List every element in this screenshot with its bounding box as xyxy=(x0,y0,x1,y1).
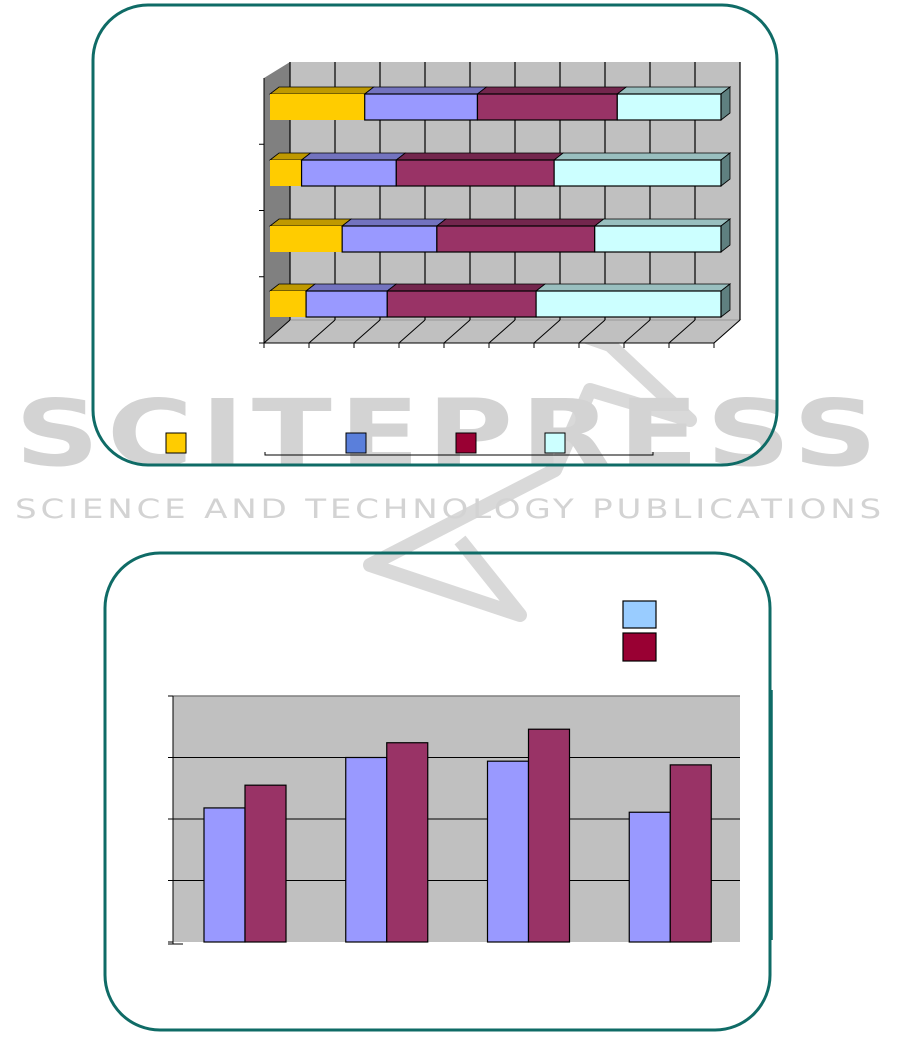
bar-top xyxy=(363,86,488,95)
bar-top xyxy=(476,86,628,95)
floor-gridline xyxy=(263,319,291,344)
bar xyxy=(203,807,246,943)
bar-segment xyxy=(553,159,722,187)
bar-segment xyxy=(305,290,388,318)
bar-top xyxy=(435,218,605,227)
stacked-bar-chart xyxy=(165,62,742,456)
bar-top xyxy=(268,86,375,95)
top-chart-frame xyxy=(91,3,779,467)
legend-line xyxy=(264,452,654,456)
watermark-text: SCITEPRESS xyxy=(15,380,885,487)
floor-gridline xyxy=(398,319,426,344)
floor-gridline xyxy=(578,319,606,344)
floor-gridline xyxy=(713,319,741,344)
bar-segment xyxy=(476,93,618,121)
watermark-tagline: SCIENCE AND TECHNOLOGY PUBLICATIONS xyxy=(15,494,885,525)
bar-segment xyxy=(300,159,397,187)
bar xyxy=(345,756,388,943)
bar xyxy=(527,728,571,943)
legend-swatch xyxy=(622,600,657,629)
legend-swatch xyxy=(345,432,367,454)
legend-swatch xyxy=(622,632,657,662)
bar-segment xyxy=(270,291,307,317)
floor-gridline xyxy=(488,319,516,344)
bar-segment xyxy=(270,160,302,186)
legend-swatch xyxy=(455,432,477,454)
bar-top xyxy=(534,283,732,292)
side-wall xyxy=(264,62,290,343)
bar-segment xyxy=(364,93,479,121)
legend-swatch xyxy=(165,432,187,454)
bar-segment xyxy=(594,225,722,253)
bar-top xyxy=(395,152,565,161)
bar-segment xyxy=(341,225,438,253)
watermark-logo: SCITEPRESS SCIENCE AND TECHNOLOGY PUBLIC… xyxy=(15,263,885,622)
floor-gridline xyxy=(353,319,381,344)
bar-top xyxy=(300,152,407,161)
bar-segment xyxy=(395,159,555,187)
bar-segment xyxy=(436,225,596,253)
bar-top xyxy=(268,218,353,227)
bar-top xyxy=(552,152,732,161)
bar-top xyxy=(593,218,732,227)
bar xyxy=(386,742,429,943)
floor-gridline xyxy=(533,319,561,344)
bar-top xyxy=(304,283,398,292)
bar-segment xyxy=(535,290,722,318)
bar-top xyxy=(340,218,448,227)
legend-swatch xyxy=(544,432,566,454)
bar-top xyxy=(616,86,732,95)
bar xyxy=(486,760,530,943)
floor-gridline xyxy=(623,319,651,344)
bottom-chart-frame xyxy=(103,551,772,1032)
bar xyxy=(244,784,287,943)
bar-segment xyxy=(270,94,365,120)
bar-top xyxy=(386,283,547,292)
floor-gridline xyxy=(443,319,471,344)
floor-gridline xyxy=(668,319,696,344)
grouped-bar-chart xyxy=(168,600,740,945)
bar xyxy=(628,811,671,943)
bar xyxy=(669,764,712,943)
bar-segment xyxy=(270,226,343,252)
bar-segment xyxy=(386,290,537,318)
floor-gridline xyxy=(308,319,336,344)
bar-segment xyxy=(616,93,722,121)
